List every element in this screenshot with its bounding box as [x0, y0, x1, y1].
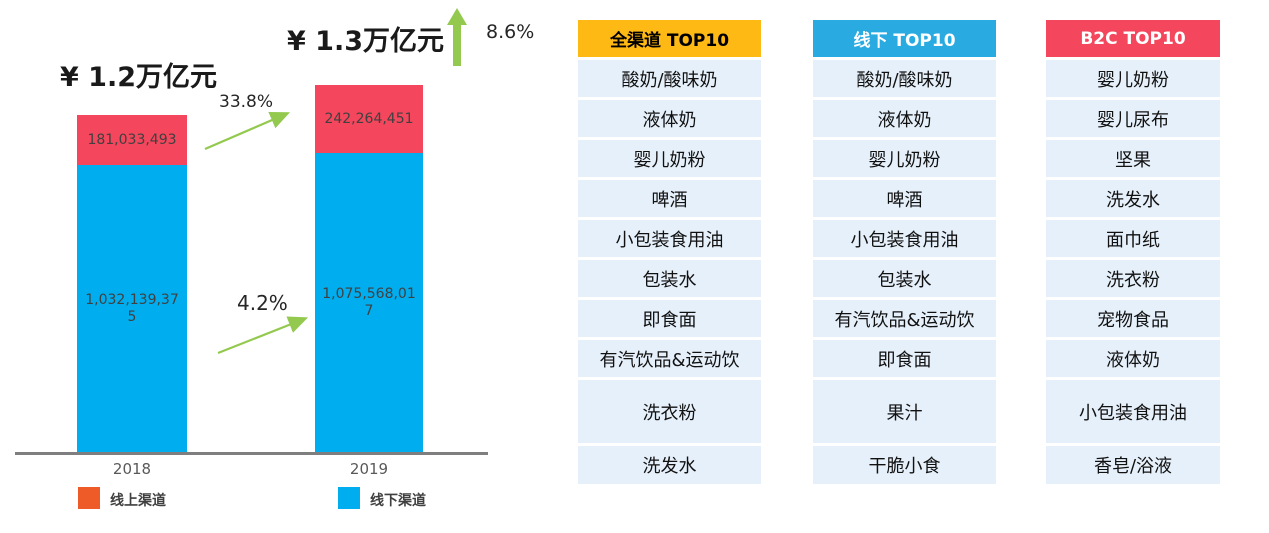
bar-2018-offline-segment: 1,032,139,375	[77, 165, 187, 453]
total-growth-label: 8.6%	[486, 21, 535, 43]
list-item: 液体奶	[578, 100, 761, 137]
bar-2019: 242,264,451 1,075,568,017	[315, 85, 423, 453]
list-item: 婴儿奶粉	[813, 140, 996, 177]
list-item: 洗发水	[578, 446, 761, 484]
list-item: 小包装食用油	[813, 220, 996, 257]
list-item: 有汽饮品&运动饮	[578, 340, 761, 377]
list-item: 啤酒	[813, 180, 996, 217]
list-item: 酸奶/酸味奶	[578, 60, 761, 97]
list-item: 香皂/浴液	[1046, 446, 1220, 484]
list-item: 液体奶	[1046, 340, 1220, 377]
list-item: 婴儿奶粉	[578, 140, 761, 177]
list-item: 婴儿奶粉	[1046, 60, 1220, 97]
bar-2019-online-segment: 242,264,451	[315, 85, 423, 153]
online-growth-label: 33.8%	[219, 92, 274, 112]
list-item: 即食面	[578, 300, 761, 337]
list-item: 包装水	[578, 260, 761, 297]
offline-growth-label: 4.2%	[237, 291, 288, 315]
online-legend-label: 线上渠道	[110, 493, 166, 509]
bar-2019-offline-segment: 1,075,568,017	[315, 153, 423, 453]
bar-2018-online-segment: 181,033,493	[77, 115, 187, 165]
list-item: 面巾纸	[1046, 220, 1220, 257]
list-item: 小包装食用油	[578, 220, 761, 257]
toplist-offline: 线下 TOP10 酸奶/酸味奶 液体奶 婴儿奶粉 啤酒 小包装食用油 包装水 有…	[813, 20, 996, 484]
list-item: 洗衣粉	[578, 380, 761, 443]
x-axis-line	[15, 452, 488, 455]
toplist-offline-header: 线下 TOP10	[813, 20, 996, 57]
list-item: 有汽饮品&运动饮	[813, 300, 996, 337]
offline-legend-label: 线下渠道	[370, 493, 426, 509]
bar-2018-online-value: 181,033,493	[87, 131, 177, 148]
x-tick-2019: 2019	[349, 460, 389, 478]
bar-2018: 181,033,493 1,032,139,375	[77, 115, 187, 453]
bar-2018-offline-value: 1,032,139,375	[85, 292, 179, 325]
bar-2019-offline-value: 1,075,568,017	[322, 286, 416, 319]
offline-growth-arrow-icon	[217, 316, 309, 355]
bar-2019-online-value: 242,264,451	[324, 110, 414, 127]
list-item: 啤酒	[578, 180, 761, 217]
x-tick-2018: 2018	[112, 460, 152, 478]
list-item: 即食面	[813, 340, 996, 377]
total-label-2019: ¥ 1.3万亿元	[287, 26, 445, 57]
total-growth-up-arrow-icon	[447, 8, 467, 66]
toplist-b2c: B2C TOP10 婴儿奶粉 婴儿尿布 坚果 洗发水 面巾纸 洗衣粉 宠物食品 …	[1046, 20, 1220, 484]
list-item: 包装水	[813, 260, 996, 297]
toplist-b2c-header: B2C TOP10	[1046, 20, 1220, 57]
list-item: 酸奶/酸味奶	[813, 60, 996, 97]
list-item: 干脆小食	[813, 446, 996, 484]
list-item: 宠物食品	[1046, 300, 1220, 337]
total-label-2018: ¥ 1.2万亿元	[60, 62, 218, 93]
list-item: 液体奶	[813, 100, 996, 137]
list-item: 果汁	[813, 380, 996, 443]
list-item: 婴儿尿布	[1046, 100, 1220, 137]
list-item: 坚果	[1046, 140, 1220, 177]
online-legend-swatch	[78, 487, 100, 509]
list-item: 洗发水	[1046, 180, 1220, 217]
offline-legend-swatch	[338, 487, 360, 509]
toplist-omnichannel-header: 全渠道 TOP10	[578, 20, 761, 57]
online-growth-arrow-icon	[204, 112, 291, 151]
list-item: 洗衣粉	[1046, 260, 1220, 297]
list-item: 小包装食用油	[1046, 380, 1220, 443]
toplist-omnichannel: 全渠道 TOP10 酸奶/酸味奶 液体奶 婴儿奶粉 啤酒 小包装食用油 包装水 …	[578, 20, 761, 484]
